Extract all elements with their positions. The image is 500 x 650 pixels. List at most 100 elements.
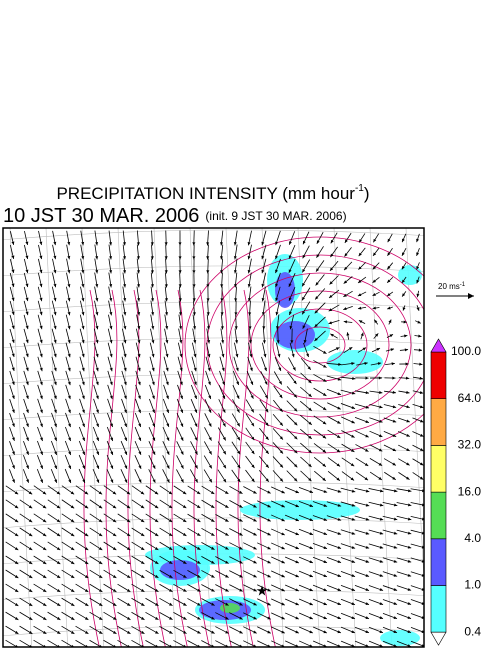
wind-vector-head (373, 252, 377, 256)
wind-vector-head (265, 408, 269, 413)
wind-vector-head (239, 560, 243, 564)
wind-vector-head (39, 255, 43, 260)
wind-vector-head (392, 419, 397, 423)
wind-vector-head (126, 533, 131, 537)
wind-vector-head (419, 476, 424, 480)
wind-vector-head (54, 423, 57, 428)
wind-vector-head (68, 451, 71, 456)
wind-vector-head (70, 602, 75, 606)
wind-vector-head (303, 339, 307, 344)
wind-vector-head (235, 353, 239, 358)
wind-vector-head (126, 574, 131, 578)
subtitle-text: 10 JST 30 MAR. 2006 (3, 205, 199, 227)
wind-vector-head (378, 376, 382, 380)
longitude-line (189, 228, 213, 647)
wind-vector-head (308, 393, 312, 397)
longitude-line (81, 228, 105, 647)
longitude-line (333, 228, 357, 647)
wind-vector-head (180, 451, 184, 455)
vector-scale-label: 20 ms-1 (438, 282, 466, 292)
latitude-line (3, 625, 424, 637)
wind-vector-head (293, 408, 298, 412)
wind-vector-head (28, 575, 33, 578)
wind-vector-head (178, 256, 182, 260)
wind-vector-head (309, 560, 313, 564)
wind-vector-head (54, 465, 57, 469)
wind-vector-head (351, 489, 356, 493)
wind-vector-head (109, 381, 113, 386)
wind-vector-head (194, 479, 198, 483)
wind-vector-head (25, 367, 29, 372)
wind-vector-head (192, 284, 196, 288)
wind-vector-head (416, 252, 420, 256)
wind-vector-head (308, 379, 312, 384)
wind-vector-head (179, 367, 183, 372)
wind-vector-head (234, 284, 238, 288)
wind-vector-head (124, 437, 128, 441)
wind-vector-head (307, 366, 311, 370)
wind-vector-head (225, 546, 229, 550)
wind-vector-head (42, 533, 47, 537)
wind-vector-head (379, 489, 384, 493)
wind-vector-head (337, 546, 342, 549)
wind-vector-head (168, 491, 173, 495)
colorbar-bin (430, 351, 447, 400)
wind-vector-head (28, 547, 33, 551)
wind-vector-head (275, 269, 278, 274)
wind-vector-head (56, 505, 61, 509)
wind-vector-head (239, 518, 243, 522)
wind-vector-head (267, 504, 271, 508)
wind-vector-head (222, 409, 226, 413)
wind-vector-head (393, 616, 398, 619)
wind-vector-head (182, 505, 187, 509)
wind-vector-head (54, 479, 58, 483)
wind-vector-head (182, 491, 187, 495)
wind-vector-head (123, 339, 127, 344)
wind-vector-head (84, 630, 89, 634)
wind-vector-head (39, 339, 43, 344)
wind-vector-head (364, 477, 369, 481)
wind-vector-head (192, 270, 196, 274)
wind-vector-head (237, 464, 241, 469)
wind-vector-head (208, 478, 212, 483)
wind-vector-head (279, 436, 283, 440)
wind-vector-head (250, 395, 254, 399)
wind-vector-head (42, 575, 47, 578)
wind-vector-head (302, 282, 306, 287)
wind-vector-head (178, 284, 182, 288)
wind-vector-head (407, 531, 412, 535)
wind-vector-head (225, 532, 229, 536)
longitude-line (117, 228, 141, 647)
wind-vector-head (248, 312, 252, 316)
wind-vector-head (323, 503, 328, 507)
pressure-contour (215, 289, 232, 647)
wind-vector-head (137, 298, 141, 302)
wind-vector-head (126, 588, 131, 592)
wind-vector-head (126, 491, 131, 495)
wind-vector-head (351, 531, 356, 535)
wind-vector-head (197, 602, 201, 606)
wind-vector-head (351, 560, 356, 563)
pressure-contour (250, 290, 390, 400)
wind-vector-head (234, 312, 238, 316)
wind-vector-head (124, 479, 128, 483)
wind-vector-head (392, 448, 397, 452)
wind-vector-head (11, 437, 15, 441)
wind-vector-head (263, 353, 267, 358)
wind-vector-head (11, 255, 15, 259)
wind-vector-head (281, 630, 285, 634)
wind-vector-head (316, 268, 320, 272)
wind-vector-head (264, 394, 268, 399)
longitude-line (225, 228, 249, 647)
wind-vector-head (95, 284, 99, 288)
wind-vector-head (193, 381, 197, 386)
wind-vector-head (315, 296, 319, 300)
wind-vector-head (53, 255, 57, 260)
wind-vector-head (182, 518, 187, 522)
wind-vector-head (25, 437, 29, 441)
wind-vector-head (392, 462, 396, 466)
wind-vector-head (165, 381, 169, 386)
wind-vector-head (277, 353, 281, 358)
wind-vector-head (25, 339, 29, 344)
wind-vector-head (11, 423, 15, 427)
